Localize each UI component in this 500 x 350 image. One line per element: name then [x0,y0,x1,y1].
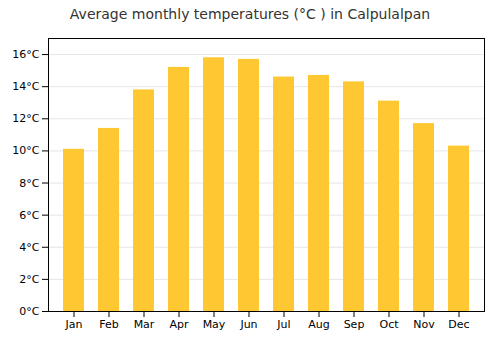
svg-text:Nov: Nov [413,318,435,331]
html-text:Average monthly temperatures (: Average monthly temperatures (°C ) in Ca… [69,6,431,22]
svg-text:0°C: 0°C [19,305,39,318]
svg-text:12°C: 12°C [12,112,39,125]
svg-text:Jun: Jun [239,318,257,331]
svg-text:6°C: 6°C [19,209,39,222]
svg-text:Sep: Sep [344,318,365,331]
svg-text:Jan: Jan [65,318,83,331]
svg-text:2°C: 2°C [19,273,39,286]
svg-text:Aug: Aug [308,318,329,331]
svg-text:8°C: 8°C [19,177,39,190]
svg-text:Jul: Jul [276,318,290,331]
svg-text:10°C: 10°C [12,144,39,157]
svg-text:16°C: 16°C [12,48,39,61]
svg-text:May: May [203,318,226,331]
svg-text:14°C: 14°C [12,80,39,93]
svg-text:Apr: Apr [169,318,189,331]
svg-text:4°C: 4°C [19,241,39,254]
svg-text:Feb: Feb [99,318,118,331]
svg-text:Dec: Dec [448,318,469,331]
svg-text:Mar: Mar [134,318,155,331]
svg-text:Oct: Oct [379,318,399,331]
